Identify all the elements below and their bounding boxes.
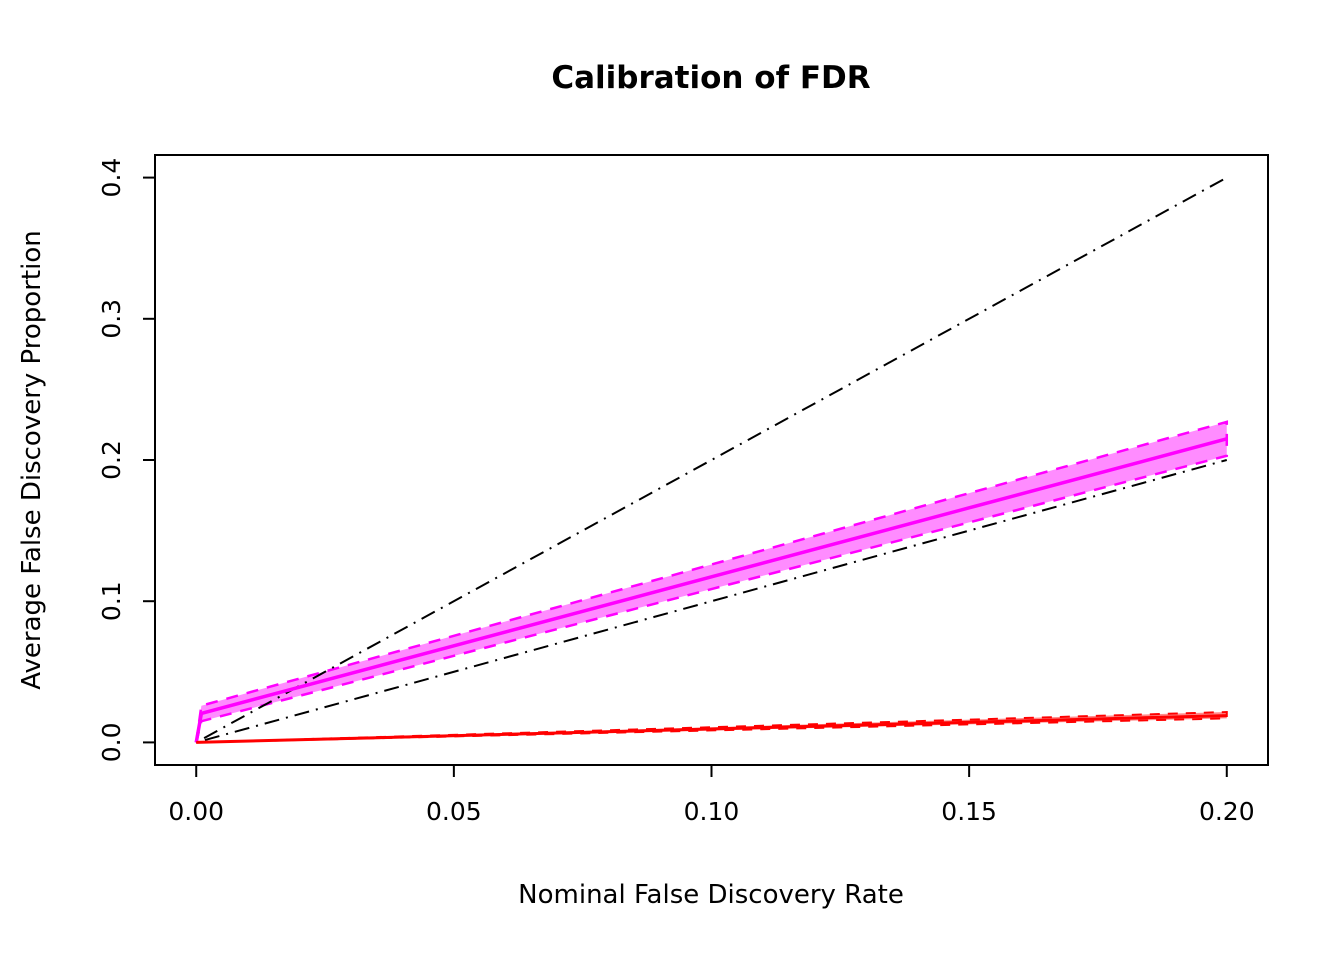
x-tick-label: 0.20 bbox=[1199, 797, 1255, 826]
y-tick-label: 0.3 bbox=[97, 299, 126, 339]
x-tick-label: 0.10 bbox=[684, 797, 740, 826]
magenta-confidence-band bbox=[194, 420, 1229, 743]
magenta-mean-fdp bbox=[194, 437, 1228, 743]
y-tick-label: 0.2 bbox=[97, 440, 126, 480]
chart-title: Calibration of FDR bbox=[551, 60, 870, 96]
y-tick-label: 0.0 bbox=[97, 723, 126, 763]
x-tick-label: 0.15 bbox=[941, 797, 997, 826]
y-tick-label: 0.1 bbox=[97, 581, 126, 621]
x-tick-label: 0.05 bbox=[426, 797, 482, 826]
reference-line-identity bbox=[195, 459, 1228, 744]
x-tick-label: 0.00 bbox=[168, 797, 224, 826]
y-axis-title: Average False Discovery Proportion bbox=[17, 230, 47, 689]
red-mean-fdp bbox=[196, 714, 1227, 744]
y-tick-label: 0.4 bbox=[97, 158, 126, 198]
reference-line-2x bbox=[195, 176, 1228, 744]
plot-area: 0.00 0.05 0.10 0.15 0.20 0.0 0.1 0.2 0.3 0.4 bbox=[97, 154, 1269, 826]
x-axis-title: Nominal False Discovery Rate bbox=[518, 880, 904, 910]
